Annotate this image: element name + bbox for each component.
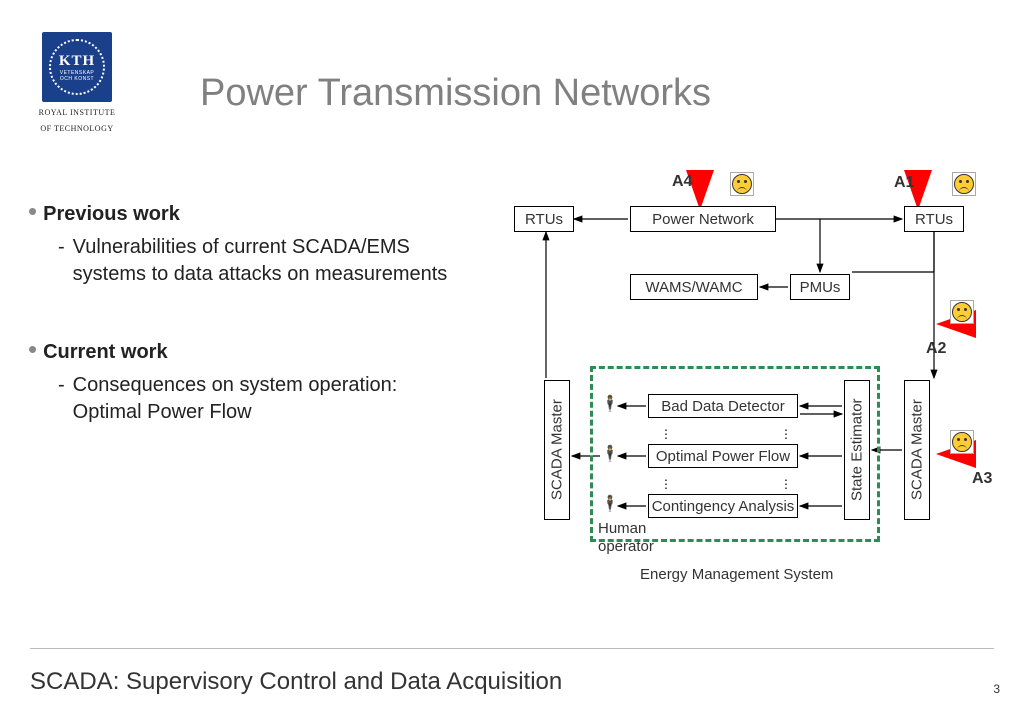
bullet-1-sub: - Vulnerabilities of current SCADA/EMS s…: [58, 234, 468, 288]
bullet-2-text: Current work: [43, 339, 167, 366]
node-power_net: Power Network: [630, 206, 776, 232]
attack-label-a2: A2: [926, 340, 946, 358]
bullet-2-sub: - Consequences on system operation: Opti…: [58, 372, 468, 426]
node-scada_left: SCADA Master: [544, 380, 570, 520]
human-operator-icon: 🕴: [600, 494, 620, 514]
adversary-icon: [950, 430, 974, 454]
attack-label-a4: A4: [672, 173, 692, 191]
node-cont: Contingency Analysis: [648, 494, 798, 518]
attack-label-a1: A1: [894, 174, 914, 192]
bullet-icon: •: [28, 336, 37, 362]
slide: KTH VETENSKAP OCH KONST ROYAL INSTITUTE …: [0, 0, 1024, 724]
node-pmus: PMUs: [790, 274, 850, 300]
logo-text: KTH: [59, 53, 95, 70]
divider: [30, 648, 994, 649]
bullet-1-text: Previous work: [43, 201, 180, 228]
kth-logo-box: KTH VETENSKAP OCH KONST: [42, 32, 112, 102]
kth-logo: KTH VETENSKAP OCH KONST ROYAL INSTITUTE …: [32, 32, 122, 133]
node-rtus_left: RTUs: [514, 206, 574, 232]
scada-diagram: ⋮⋮⋮⋮ RTUsPower NetworkRTUsWAMS/WAMCPMUsS…: [500, 170, 1000, 630]
slide-title: Power Transmission Networks: [200, 72, 711, 115]
human-operator-icon: 🕴: [600, 394, 620, 414]
adversary-icon: [952, 172, 976, 196]
bullet-1: • Previous work: [28, 198, 468, 228]
node-rtus_right: RTUs: [904, 206, 964, 232]
ems-label: Energy Management System: [640, 566, 833, 583]
logo-caption1: ROYAL INSTITUTE: [32, 108, 122, 118]
logo-sub2: OCH KONST: [60, 76, 94, 82]
bullet-2-sub-text: Consequences on system operation: Optima…: [73, 372, 468, 426]
bullet-2: • Current work: [28, 336, 468, 366]
adversary-icon: [950, 300, 974, 324]
footer-text: SCADA: Supervisory Control and Data Acqu…: [30, 668, 562, 696]
logo-caption2: OF TECHNOLOGY: [32, 124, 122, 134]
adversary-icon: [730, 172, 754, 196]
node-wams: WAMS/WAMC: [630, 274, 758, 300]
page-number: 3: [993, 682, 1000, 696]
node-scada_right: SCADA Master: [904, 380, 930, 520]
node-opf: Optimal Power Flow: [648, 444, 798, 468]
bullet-icon: •: [28, 198, 37, 224]
bullet-list: • Previous work - Vulnerabilities of cur…: [28, 198, 468, 430]
human-operator-label: operator: [598, 538, 654, 555]
node-bdd: Bad Data Detector: [648, 394, 798, 418]
dash-icon: -: [58, 234, 65, 261]
human-operator-label: Human: [598, 520, 646, 537]
human-operator-icon: 🕴: [600, 444, 620, 464]
node-state_est: State Estimator: [844, 380, 870, 520]
bullet-1-sub-text: Vulnerabilities of current SCADA/EMS sys…: [73, 234, 468, 288]
dash-icon: -: [58, 372, 65, 399]
attack-label-a3: A3: [972, 470, 992, 488]
